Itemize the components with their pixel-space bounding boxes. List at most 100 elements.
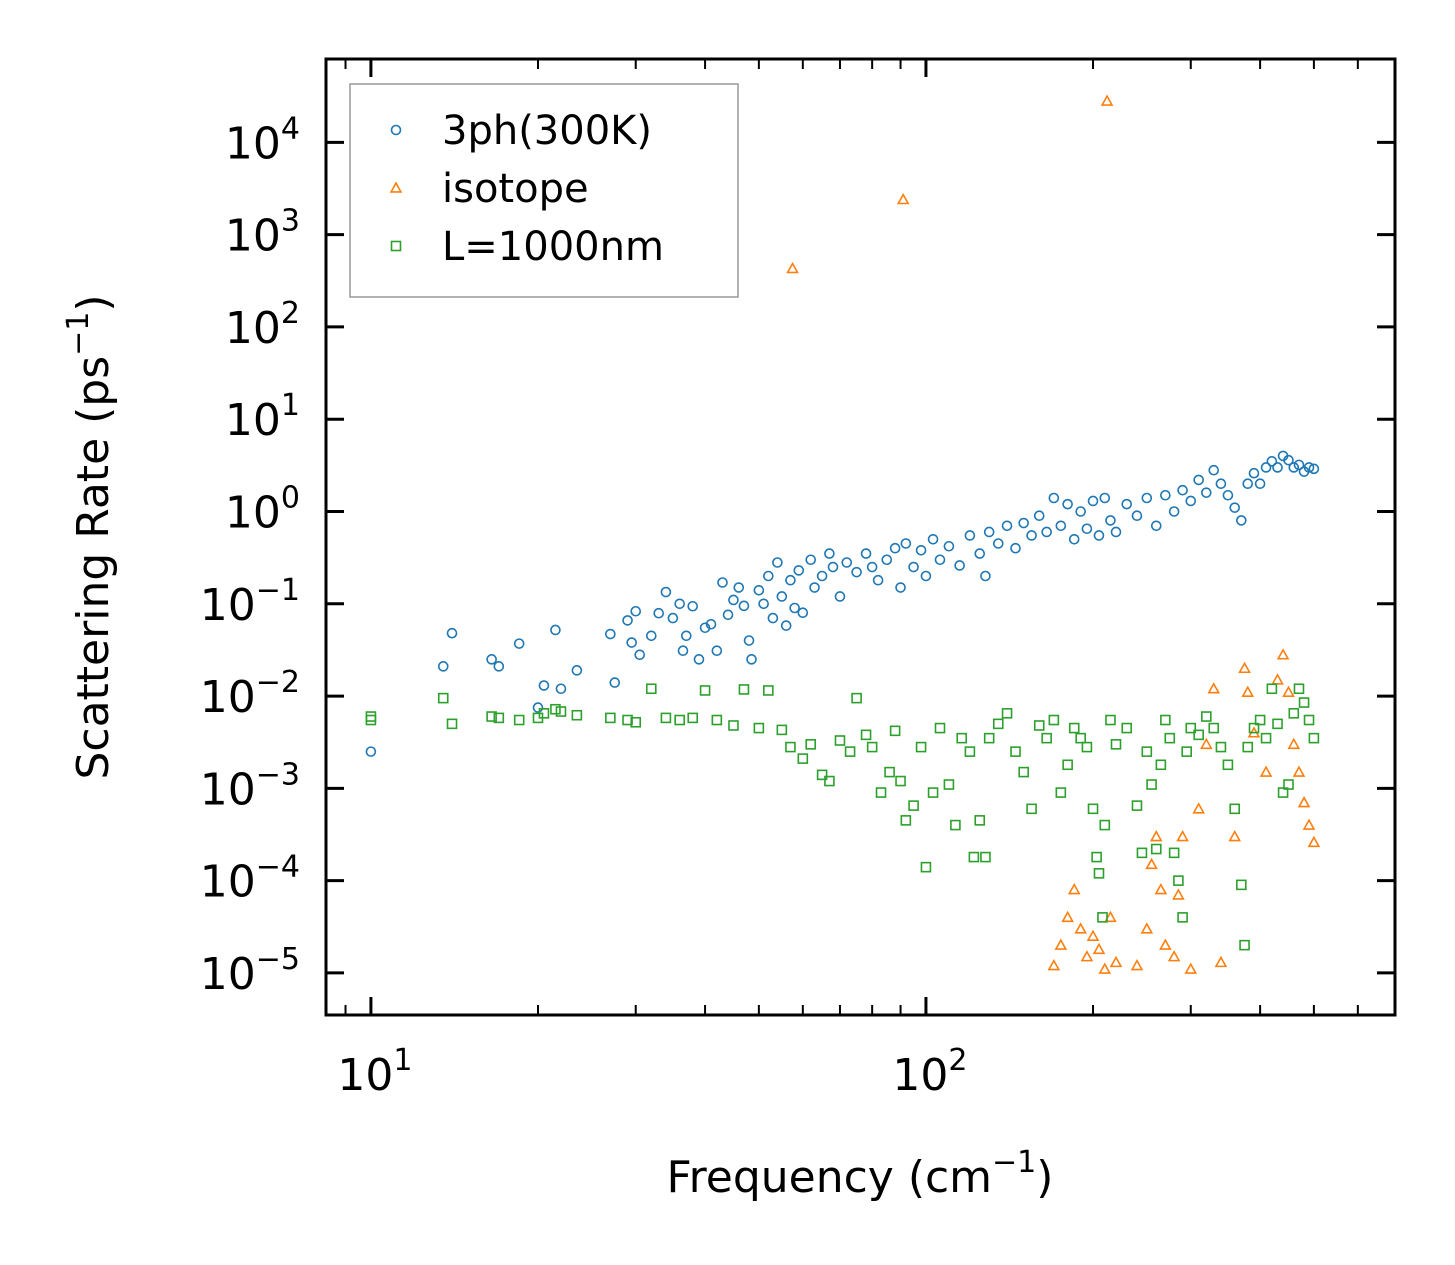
data-point (645, 630, 657, 642)
data-point (983, 526, 995, 538)
data-point (728, 594, 739, 606)
legend-marker (390, 124, 402, 136)
data-point (827, 561, 839, 573)
data-point (1173, 875, 1184, 886)
data-point (555, 683, 567, 695)
legend-marker (390, 240, 402, 252)
data-point (1105, 714, 1116, 726)
data-point (653, 607, 665, 619)
data-point (1259, 765, 1273, 777)
data-point (1033, 720, 1045, 731)
data-point (728, 720, 739, 731)
data-point (763, 685, 774, 696)
data-point (934, 554, 946, 566)
data-point (785, 574, 796, 586)
x-tick-label: 102 (892, 1043, 967, 1101)
series-layer (365, 94, 1321, 974)
data-point (1248, 722, 1260, 734)
data-point (1308, 732, 1320, 744)
data-point (1141, 492, 1153, 504)
data-point (550, 703, 561, 715)
data-point (711, 645, 723, 657)
data-point (786, 261, 799, 274)
data-point (1099, 819, 1111, 831)
data-point (1140, 922, 1154, 934)
data-point (900, 815, 912, 826)
data-point (634, 649, 646, 661)
data-point (1068, 533, 1080, 545)
data-point (1293, 459, 1305, 471)
data-point (538, 708, 550, 719)
data-point (1214, 955, 1228, 968)
data-point (605, 712, 616, 724)
data-point (992, 538, 1004, 549)
data-point (1093, 530, 1105, 541)
data-point (1287, 737, 1301, 750)
data-point (1160, 714, 1171, 726)
data-point (738, 600, 750, 612)
data-point (699, 622, 711, 634)
data-point (738, 684, 750, 695)
data-point (927, 787, 939, 798)
data-point (805, 739, 817, 750)
data-point (889, 542, 901, 554)
data-point (1254, 478, 1266, 490)
data-point (753, 722, 765, 734)
data-point (1033, 510, 1045, 522)
data-point (872, 574, 884, 586)
data-point (895, 775, 906, 787)
y-tick-label: 101 (225, 388, 300, 446)
data-point (674, 598, 685, 610)
data-point (943, 779, 955, 790)
data-point (889, 725, 901, 737)
data-point (1010, 746, 1021, 757)
data-point (753, 584, 765, 596)
data-point (1100, 94, 1114, 106)
data-point (1298, 697, 1310, 708)
data-point (493, 712, 505, 724)
data-point (645, 683, 657, 695)
series-2 (365, 683, 1320, 951)
data-point (805, 554, 817, 566)
data-point (605, 628, 616, 640)
data-point (1131, 800, 1143, 811)
data-point (1097, 912, 1108, 923)
data-point (1055, 787, 1067, 798)
data-point (1292, 765, 1306, 777)
data-point (1266, 683, 1278, 695)
y-tick-label: 10−5 (200, 942, 300, 1000)
data-point (824, 548, 835, 559)
data-point (920, 570, 932, 582)
data-point (493, 661, 505, 672)
data-point (1248, 467, 1260, 479)
data-point (1110, 739, 1122, 750)
data-point (915, 544, 927, 556)
data-point (927, 533, 939, 545)
data-point (954, 560, 965, 571)
data-point (943, 540, 955, 552)
data-point (1121, 722, 1133, 734)
data-point (1130, 959, 1144, 971)
data-point (1283, 779, 1294, 790)
data-point (980, 851, 991, 863)
data-point (693, 654, 705, 665)
data-point (1241, 685, 1255, 698)
data-point (974, 815, 986, 826)
data-point (1283, 454, 1294, 466)
data-point (743, 635, 755, 646)
y-tick-label: 103 (225, 204, 300, 262)
data-point (1215, 741, 1227, 753)
data-point (1131, 510, 1143, 522)
data-point (680, 630, 692, 642)
legend-box (349, 83, 739, 298)
data-point (1193, 474, 1204, 486)
data-point (758, 598, 769, 610)
data-point (486, 711, 497, 722)
data-point (446, 718, 458, 730)
data-point (486, 654, 497, 665)
data-point (1177, 912, 1188, 923)
data-point (844, 746, 856, 757)
data-point (1193, 729, 1204, 741)
data-point (1271, 673, 1284, 685)
data-point (908, 561, 919, 573)
